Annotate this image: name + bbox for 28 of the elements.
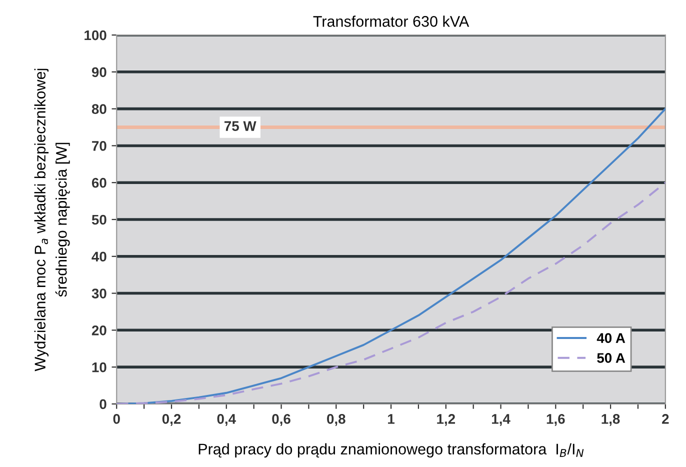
y-tick-label: 10 bbox=[92, 362, 106, 372]
y-tick-label: 90 bbox=[92, 67, 106, 78]
y-tick-label: 0 bbox=[100, 399, 106, 410]
x-axis-title: Prąd pracy do prądu znamionowego transformatora I$_{B}$/I$_{N}$ bbox=[198, 443, 584, 458]
x-tick-label: 1,8 bbox=[602, 414, 620, 426]
x-tick-label: 1,6 bbox=[546, 414, 565, 426]
y-tick-label: 60 bbox=[92, 178, 106, 188]
x-tick-label: 1 bbox=[388, 414, 394, 424]
y-tick-label: 50 bbox=[92, 214, 106, 225]
y-tick-label: 40 bbox=[92, 252, 106, 262]
x-tick-label: 0,2 bbox=[162, 414, 181, 426]
x-tick-label: 2 bbox=[662, 414, 669, 424]
x-tick-label: 0,4 bbox=[217, 414, 236, 426]
y-tick-label: 80 bbox=[92, 104, 106, 114]
y-tick-label: 70 bbox=[92, 141, 106, 151]
legend-label: 50 A bbox=[597, 353, 626, 363]
ref-line-label: 75 W bbox=[224, 121, 256, 131]
x-tick-label: 0,6 bbox=[272, 414, 290, 426]
x-tick-label: 1,2 bbox=[437, 414, 455, 426]
chart-title: Transformator 630 kVA bbox=[313, 16, 470, 27]
y-tick-label: 100 bbox=[84, 30, 106, 40]
y-tick-label: 30 bbox=[92, 288, 106, 298]
x-tick-label: 0,8 bbox=[327, 414, 346, 426]
x-tick-label: 0 bbox=[113, 414, 120, 424]
legend-label: 40 A bbox=[596, 333, 626, 343]
y-axis-title: Wydzielana moc P$_{a}$ wkładki bezpiecznikowej średniego napięcia [W] bbox=[34, 68, 70, 372]
y-tick-label: 20 bbox=[92, 326, 106, 336]
x-tick-label: 1,4 bbox=[492, 414, 510, 426]
